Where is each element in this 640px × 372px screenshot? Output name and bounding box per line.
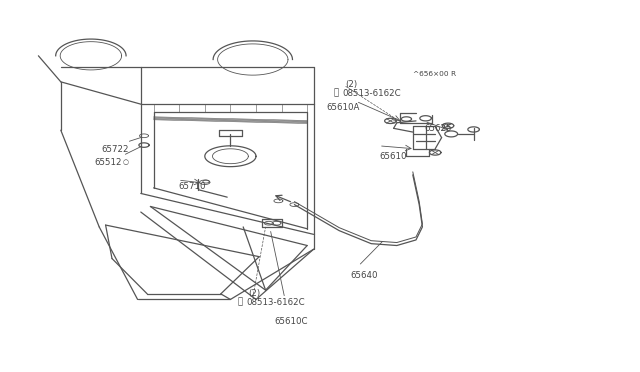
Text: 65512: 65512 xyxy=(95,158,122,167)
Text: (2): (2) xyxy=(346,80,358,89)
Text: ^656×00 R: ^656×00 R xyxy=(413,71,456,77)
Text: Ⓢ: Ⓢ xyxy=(238,298,243,307)
Text: 65625: 65625 xyxy=(424,124,452,132)
Text: 65710: 65710 xyxy=(178,182,205,191)
Text: 65722: 65722 xyxy=(101,145,129,154)
Text: 65610A: 65610A xyxy=(326,103,360,112)
Text: (2): (2) xyxy=(248,289,260,298)
Text: 08513-6162C: 08513-6162C xyxy=(246,298,305,307)
Text: 65610C: 65610C xyxy=(274,317,307,326)
Text: ○: ○ xyxy=(123,159,129,165)
Text: Ⓢ: Ⓢ xyxy=(334,89,339,97)
Text: 65610: 65610 xyxy=(379,152,406,161)
Text: 65640: 65640 xyxy=(351,271,378,280)
Text: 08513-6162C: 08513-6162C xyxy=(342,89,401,97)
